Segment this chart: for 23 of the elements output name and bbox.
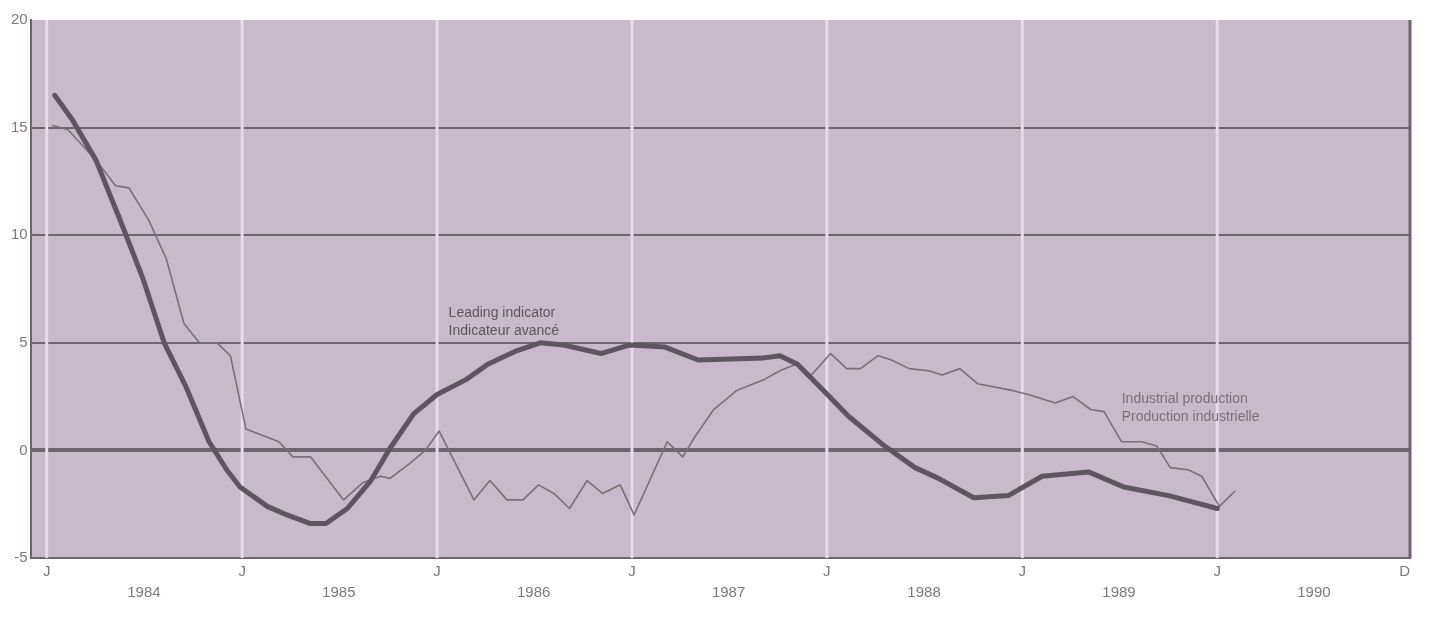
y-tick-label: 0 xyxy=(19,440,28,458)
x-tick-label: 1985 xyxy=(322,583,356,601)
y-tick-label: 10 xyxy=(11,225,28,243)
ref-line-label: J xyxy=(433,561,441,579)
x-tick-label: 1989 xyxy=(1102,583,1136,601)
y-tick-label: 15 xyxy=(11,117,28,135)
ref-line-label: J xyxy=(42,561,51,579)
y-tick-label: 20 xyxy=(11,10,28,28)
x-tick-label: 1984 xyxy=(127,583,161,601)
series-label: Industrial production Production industrielle xyxy=(1121,390,1260,425)
x-tick-label: 1986 xyxy=(517,583,551,601)
x-tick-label: 1990 xyxy=(1297,583,1331,601)
ref-line-label: J xyxy=(1213,561,1221,579)
ref-line-label: J xyxy=(1018,561,1027,579)
y-tick-label: -5 xyxy=(14,548,28,566)
x-tick-label: 1987 xyxy=(711,583,746,601)
y-tick-label: 5 xyxy=(19,332,28,350)
ref-line-label: J xyxy=(628,561,636,579)
ref-line-label: D xyxy=(1399,561,1411,579)
ref-line-label: J xyxy=(823,561,831,579)
series-label: Leading indicator Indicateur avancé xyxy=(448,304,560,339)
x-tick-label: 1988 xyxy=(907,583,941,601)
ref-line-label: J xyxy=(238,561,246,579)
